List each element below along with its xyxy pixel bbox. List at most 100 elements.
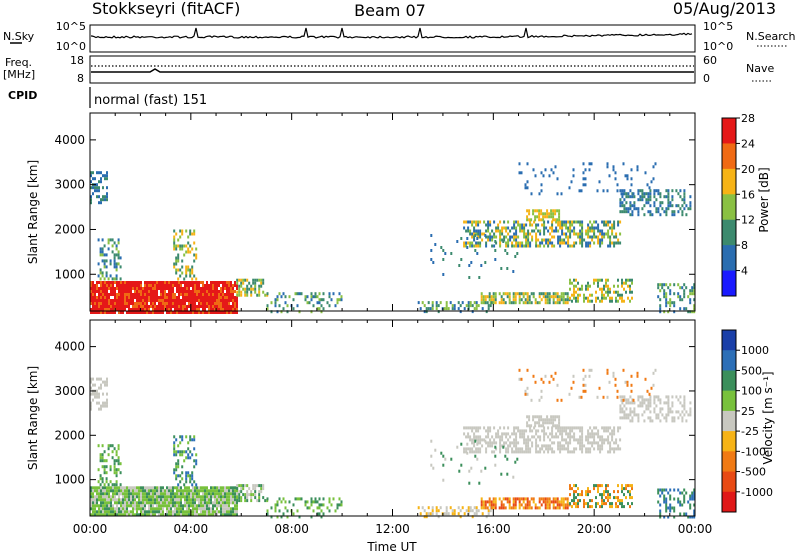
vel-cell-1428 [511, 450, 514, 454]
vel-cell-100 [110, 501, 112, 505]
power-cell-1116 [469, 304, 472, 308]
power-cell-1868 [641, 192, 644, 196]
power-cell-1931 [671, 204, 674, 208]
vel-cell-800 [115, 450, 118, 454]
power-cell-668 [218, 293, 220, 296]
power-cell-681 [220, 302, 222, 305]
vel-cell-1249 [599, 505, 601, 509]
vel-cell-1805 [641, 413, 644, 417]
vel-cell-1250 [601, 484, 603, 488]
vel-cell-701 [236, 496, 239, 500]
vel-cell-909 [96, 389, 98, 393]
power-cell-1911 [661, 207, 664, 211]
vel-cell-421 [178, 501, 180, 505]
vel-cell-1561 [563, 444, 566, 448]
vel-cell-702 [236, 499, 239, 503]
vel-cell-1863 [671, 401, 674, 405]
power-cell-1008 [270, 301, 273, 305]
power-cell-1114 [467, 307, 470, 311]
power-cell-113 [110, 308, 112, 311]
power-cell-402 [166, 305, 168, 308]
vel-cell-169 [124, 513, 126, 517]
power-cell-671 [218, 302, 220, 305]
power-cell-1360 [623, 281, 625, 285]
power-cell-1282 [577, 299, 579, 303]
power-cell-3 [90, 290, 92, 293]
power-cell-1864 [639, 189, 642, 193]
vel-cell-1290 [621, 490, 623, 494]
power-cell-1686 [587, 223, 590, 227]
power-cell-717 [228, 281, 230, 284]
vel-cell-469 [188, 507, 190, 511]
power-cell-1162 [500, 298, 503, 302]
power-cell-1061 [322, 307, 325, 311]
power-cell-71 [102, 308, 104, 311]
power-cell-1690 [587, 235, 590, 239]
vel-cell-1185 [562, 506, 565, 510]
vel-cell-1751 [619, 395, 622, 399]
power-cell-886 [173, 241, 176, 245]
vel-cell-736 [254, 490, 257, 494]
power-cell-1805 [552, 212, 555, 216]
vel-cell-1095 [500, 500, 503, 504]
vel-cell-723 [246, 496, 249, 500]
vel-cell-393 [172, 501, 174, 505]
power-cell-960 [90, 180, 92, 184]
vel-cell-1651 [597, 444, 600, 448]
power-cell-225 [132, 305, 134, 308]
vel-cell-2042 [673, 515, 676, 519]
power-cell-1995 [584, 168, 587, 172]
vel-cell-375 [168, 507, 170, 511]
power-cell-385 [164, 281, 166, 284]
vel-cell-1302 [627, 502, 629, 506]
power-cell-349 [156, 296, 158, 299]
vel-cell-1359 [479, 447, 482, 451]
vel-cell-1330 [471, 429, 474, 433]
power-cell-447 [176, 284, 178, 287]
vel-cell-95 [108, 513, 110, 517]
power-cell-547 [194, 305, 196, 308]
power-cell-583 [202, 290, 204, 293]
power-cell-691 [222, 299, 224, 302]
power-cell-1042 [310, 295, 313, 299]
vel-cell-1281 [617, 484, 619, 488]
power-cell-1953 [683, 207, 686, 211]
power-cell-612 [208, 287, 210, 290]
vel-cell-1747 [558, 415, 561, 419]
power-cell-136 [116, 284, 118, 287]
power-cell-369 [160, 299, 162, 302]
vel-cell-1336 [473, 432, 476, 436]
vel-cell-309 [154, 507, 156, 511]
power-cell-476 [180, 311, 182, 314]
vel-cell-856 [185, 435, 188, 439]
vel-cell-1190 [566, 500, 569, 504]
vel-cell-975 [310, 497, 313, 501]
power-cell-1216 [542, 292, 545, 296]
vel-cell-67 [104, 489, 106, 493]
vel-cell-527 [202, 486, 204, 490]
vel-cell-928 [104, 380, 106, 384]
power-cell-965 [92, 171, 94, 175]
power-cell-260 [140, 281, 142, 284]
power-cell-1938 [677, 192, 680, 196]
vel-cell-864 [187, 447, 190, 451]
power-cell-492 [184, 296, 186, 299]
power-cell-823 [99, 247, 102, 251]
power-cell-152 [118, 305, 120, 308]
power-cell-859 [113, 241, 116, 245]
freq-tick-top: 18 [70, 54, 84, 67]
power-cell-1756 [613, 226, 616, 230]
power-cell-1536 [525, 244, 528, 248]
power-cell-1102 [451, 307, 454, 311]
vel-cell-1673 [607, 435, 610, 439]
power-cell-2102 [669, 304, 672, 308]
vel-cell-1045 [465, 509, 468, 513]
vel-cell-1552 [561, 429, 564, 433]
vel-cell-1180 [560, 500, 563, 504]
vel-cell-1754 [619, 410, 622, 414]
vel-cell-1716 [536, 415, 539, 419]
power-cell-1092 [437, 310, 440, 314]
vel-cell-1672 [607, 429, 610, 433]
vel-cell-1643 [593, 447, 596, 451]
vel-cell-99 [110, 498, 112, 502]
